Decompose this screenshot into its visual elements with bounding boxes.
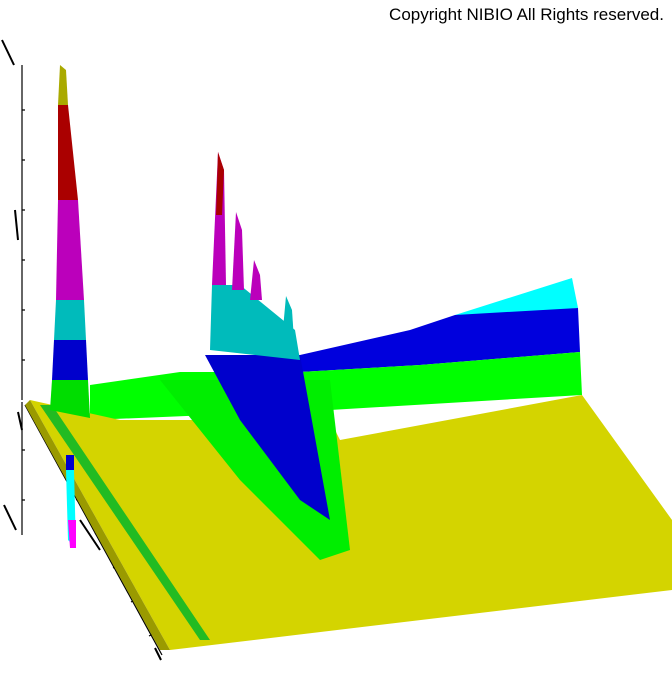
main-peak-green — [50, 380, 90, 418]
main-peak-magenta — [56, 200, 84, 300]
peak-1-top — [216, 152, 224, 215]
peak-cluster-blue — [205, 355, 330, 520]
x-axis — [24, 404, 163, 656]
main-peak-yellow — [58, 65, 68, 105]
copyright: Copyright NIBIO All Rights reserved. — [389, 5, 664, 24]
main-peak-red — [58, 105, 78, 200]
front-strip — [40, 405, 210, 640]
peak-4 — [282, 296, 294, 340]
band-blue — [300, 308, 580, 372]
floor — [30, 395, 672, 650]
surface — [25, 65, 672, 650]
peak-cluster-cyan — [210, 285, 300, 360]
axis-labels — [1, 39, 162, 661]
peak-2 — [232, 212, 244, 290]
under-peak-blue — [66, 455, 74, 470]
main-peak-cyan — [54, 300, 86, 340]
main-peak-blue — [52, 340, 88, 380]
floor-edge — [25, 400, 170, 650]
peak-3 — [250, 260, 262, 300]
under-peak-magenta — [68, 520, 76, 548]
band-cyan — [455, 278, 578, 318]
